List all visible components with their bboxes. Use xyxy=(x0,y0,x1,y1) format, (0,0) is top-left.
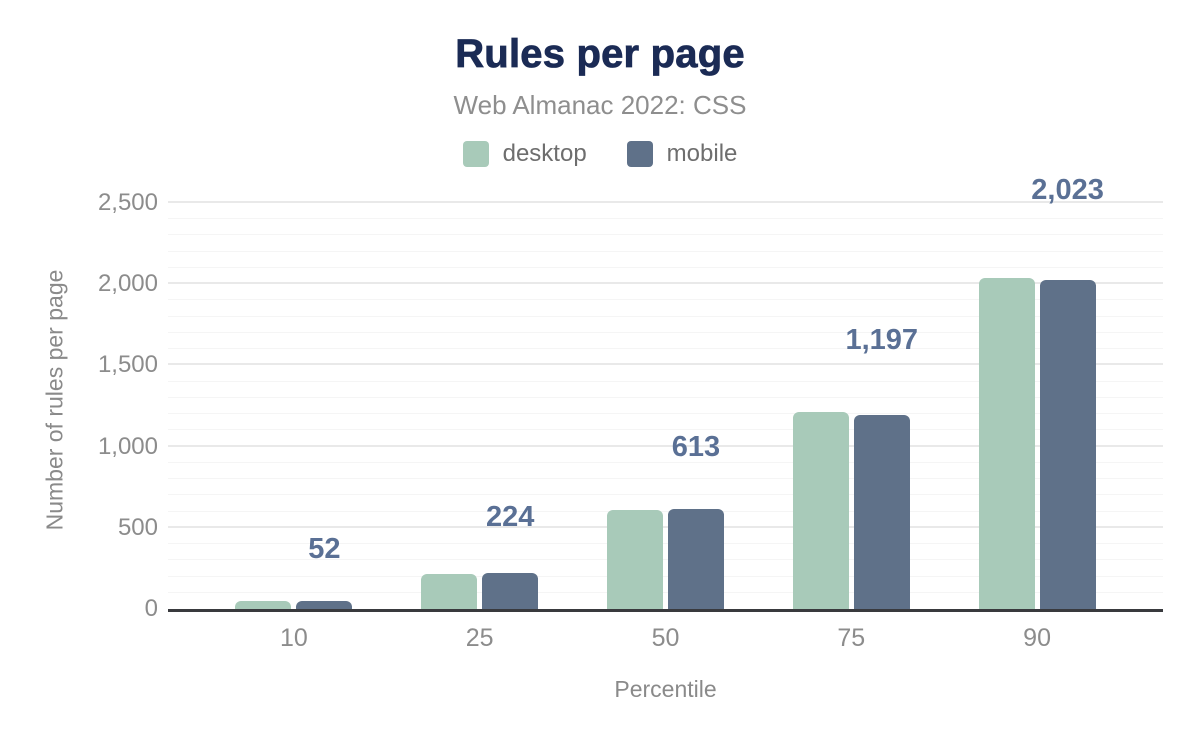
x-tick-label-50: 50 xyxy=(651,624,680,652)
legend-label-desktop: desktop xyxy=(502,140,587,167)
bar-mobile-p50 xyxy=(667,509,724,609)
gridline-1700 xyxy=(168,331,1163,333)
plot-area: 52 10 224 25 613 50 1,197 75 2,023 90 0 500 1,000 1,… xyxy=(98,174,1163,652)
bar-value-label-p75: 1,197 xyxy=(845,324,919,357)
legend-swatch-desktop xyxy=(462,141,489,167)
gridline-1100 xyxy=(168,429,1163,431)
gridline-100 xyxy=(168,591,1163,593)
chart-title: Rules per page xyxy=(455,32,745,77)
gridline-2500 xyxy=(168,201,1163,203)
legend-swatch-mobile xyxy=(626,141,653,167)
bar-group-p75: 1,197 75 xyxy=(758,203,944,652)
bar-mobile-p10 xyxy=(296,600,353,609)
gridline-600 xyxy=(168,510,1163,512)
legend-label-mobile: mobile xyxy=(666,140,738,167)
y-tick-label-500: 500 xyxy=(117,513,158,541)
bar-group-p25: 224 25 xyxy=(387,203,573,652)
gridline-400 xyxy=(168,543,1163,545)
gridline-800 xyxy=(168,478,1163,480)
bar-desktop-p10 xyxy=(235,601,292,609)
y-tick-label-2,500: 2,500 xyxy=(97,189,158,216)
gridline-2000 xyxy=(168,282,1163,285)
bar-desktop-p25 xyxy=(421,574,478,609)
legend-item-mobile: mobile xyxy=(626,140,738,168)
bar-group-p50: 613 50 xyxy=(573,203,759,652)
gridline-1300 xyxy=(168,396,1163,398)
bar-group-p90: 2,023 90 xyxy=(944,174,1130,652)
x-tick-label-75: 75 xyxy=(837,624,866,652)
gridline-700 xyxy=(168,494,1163,496)
gridline-1400 xyxy=(168,380,1163,382)
bar-value-label-p10: 52 xyxy=(308,532,341,565)
bar-desktop-p90 xyxy=(978,278,1035,609)
bar-desktop-p75 xyxy=(792,412,849,609)
chart-subtitle: Web Almanac 2022: CSS xyxy=(453,90,747,120)
y-tick-label-0: 0 xyxy=(144,595,158,622)
gridline-1200 xyxy=(168,413,1163,415)
gridline-900 xyxy=(168,461,1163,463)
gridline-2100 xyxy=(168,266,1163,268)
gridline-1500 xyxy=(168,363,1163,366)
gridline-1600 xyxy=(168,348,1163,350)
legend: desktop mobile xyxy=(0,140,1200,168)
gridline-300 xyxy=(168,559,1163,561)
gridline-2200 xyxy=(168,250,1163,252)
legend-item-desktop: desktop xyxy=(462,140,587,168)
bar-mobile-p90 xyxy=(1039,280,1096,609)
gridline-2400 xyxy=(168,218,1163,220)
bar-bands: 52 10 224 25 613 50 1,197 75 2,023 90 xyxy=(168,174,1163,652)
bar-value-label-p25: 224 xyxy=(485,501,535,534)
y-axis-title: Number of rules per page xyxy=(41,269,68,531)
x-tick-label-90: 90 xyxy=(1023,624,1051,652)
bar-group-p10: 52 10 xyxy=(201,203,387,652)
gridline-1800 xyxy=(168,315,1163,317)
gridline-1900 xyxy=(168,299,1163,301)
gridline-200 xyxy=(168,575,1163,577)
y-tick-label-1,500: 1,500 xyxy=(97,351,158,379)
bar-value-label-p90: 2,023 xyxy=(1031,174,1104,207)
gridline-2300 xyxy=(168,234,1163,236)
gridline-500 xyxy=(168,525,1163,528)
y-tick-label-2,000: 2,000 xyxy=(97,270,158,298)
gridline-1000 xyxy=(168,444,1163,447)
bar-desktop-p50 xyxy=(606,510,663,609)
bar-mobile-p25 xyxy=(482,572,539,609)
bar-mobile-p75 xyxy=(853,414,910,609)
bar-value-label-p50: 613 xyxy=(671,430,721,463)
y-tick-label-1,000: 1,000 xyxy=(97,432,158,460)
x-tick-label-10: 10 xyxy=(279,624,308,652)
x-tick-label-25: 25 xyxy=(465,624,494,652)
x-axis-title: Percentile xyxy=(614,676,717,702)
